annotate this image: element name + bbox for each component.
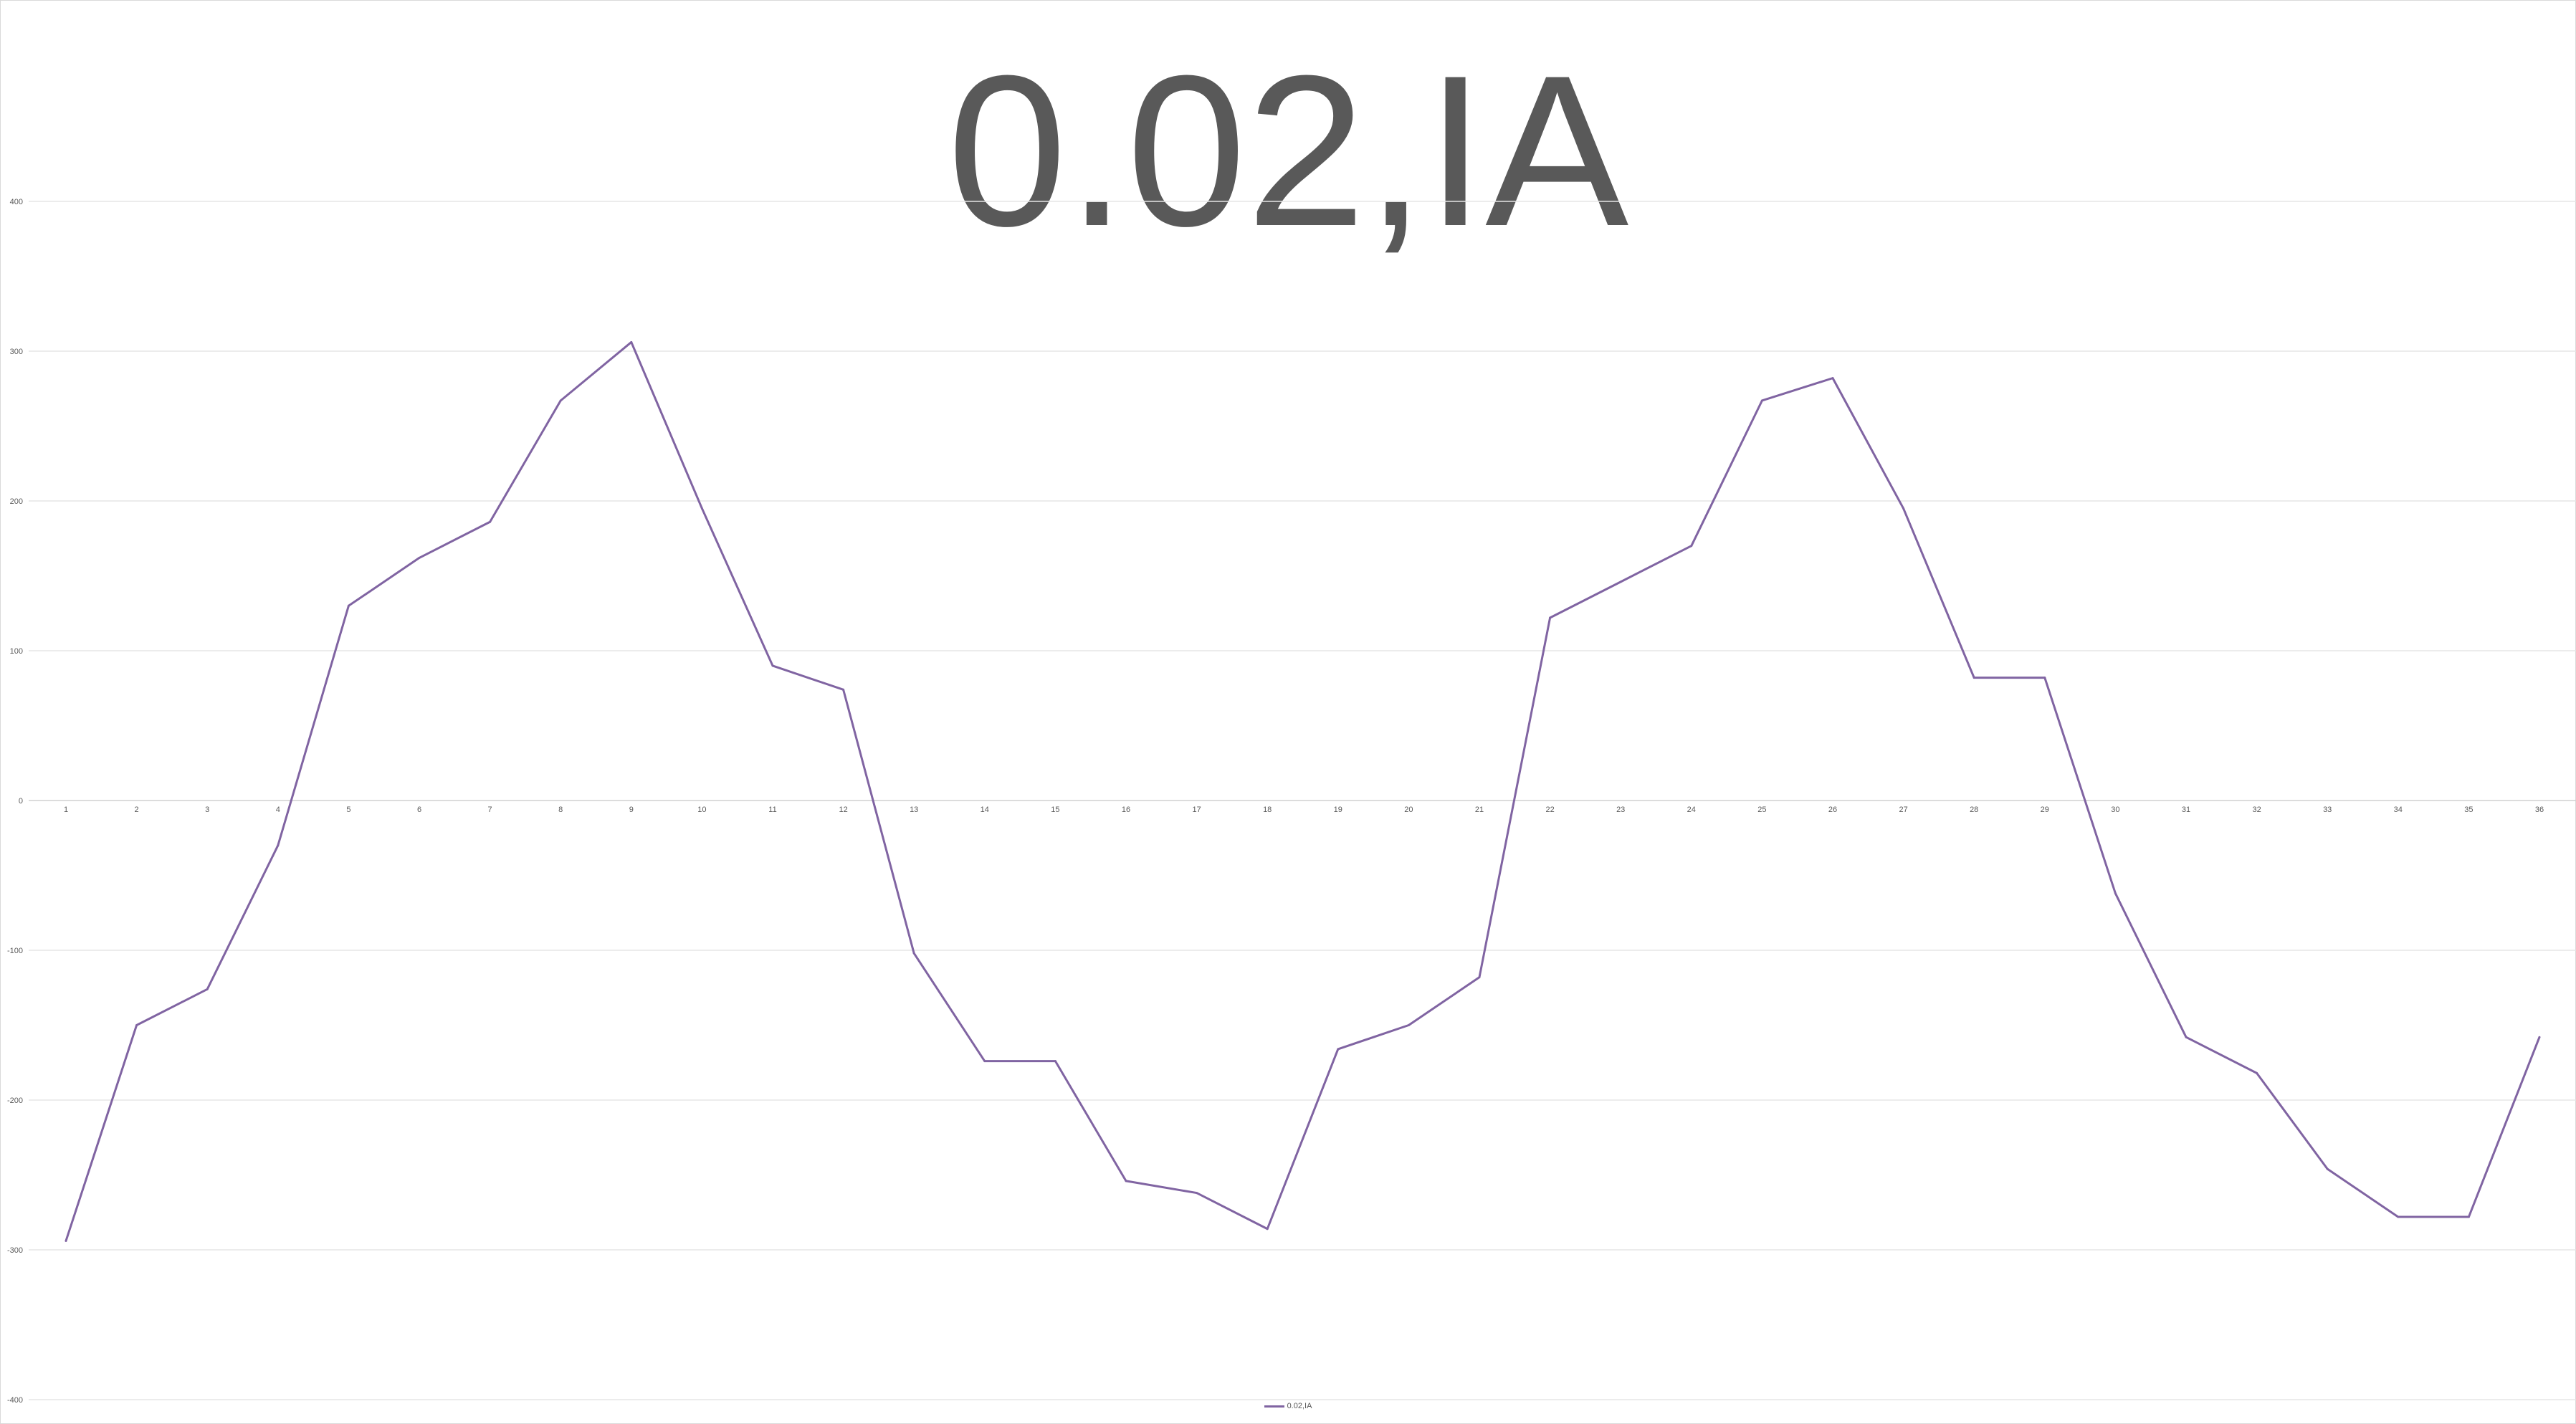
x-tick-label: 30 [2111,806,2119,814]
data-point [2185,1036,2188,1038]
legend-label: 0.02,IA [1287,1402,1312,1410]
y-tick-label: 200 [10,497,23,506]
y-tick-label: -400 [7,1396,23,1405]
series-line [65,340,2541,1241]
x-tick-label: 3 [205,806,209,814]
data-point [983,1060,986,1063]
data-point [771,664,774,667]
x-tick-label: 14 [981,806,989,814]
x-axis: 1 2 3 4 5 6 7 8 9 10 11 12 13 14 15 16 17 18 19 20 21 22 23 24 2… [64,806,2544,814]
x-tick-label: 28 [1970,806,1978,814]
data-point [559,399,562,402]
x-tick-label: 12 [839,806,847,814]
data-point [1831,377,1834,380]
x-tick-label: 2 [135,806,139,814]
data-point [347,604,350,607]
data-point [1125,1180,1127,1182]
x-tick-label: 18 [1263,806,1272,814]
series-layer [65,340,2541,1242]
x-tick-label: 23 [1616,806,1625,814]
data-point [489,520,492,523]
x-tick-label: 16 [1122,806,1130,814]
x-tick-label: 19 [1334,806,1342,814]
y-axis: 400 300 200 100 0 -100 -200 -300 -400 [7,198,23,1405]
x-tick-label: 15 [1051,806,1059,814]
data-point [2043,677,2046,679]
data-point [912,952,915,955]
legend-swatch [1264,1405,1284,1408]
data-point [1690,545,1693,548]
x-tick-label: 32 [2252,806,2261,814]
y-tick-label: -100 [7,947,23,955]
data-point [2467,1215,2470,1218]
x-tick-label: 22 [1545,806,1554,814]
x-tick-label: 11 [768,806,776,814]
x-tick-label: 8 [558,806,563,814]
data-point [1337,1048,1340,1051]
x-tick-label: 29 [2041,806,2049,814]
data-point [630,340,633,343]
data-point [1266,1228,1269,1231]
x-tick-label: 20 [1404,806,1413,814]
x-tick-label: 24 [1687,806,1696,814]
x-tick-label: 35 [2464,806,2473,814]
data-point [2397,1215,2400,1218]
data-point [2326,1167,2329,1170]
x-tick-label: 9 [629,806,634,814]
x-tick-label: 33 [2323,806,2332,814]
data-point [1972,677,1975,679]
data-point [135,1024,138,1026]
y-tick-label: -300 [7,1246,23,1255]
chart-title: 0.02,IA [947,30,1629,271]
data-point [1054,1060,1056,1063]
data-point [2114,892,2117,895]
data-point [1760,399,1763,402]
y-tick-label: 300 [10,348,23,356]
y-tick-label: 400 [10,198,23,206]
x-tick-label: 31 [2182,806,2190,814]
x-tick-label: 6 [417,806,421,814]
y-tick-label: 0 [19,797,23,806]
gridlines [29,201,2576,1400]
x-tick-label: 25 [1757,806,1766,814]
data-point [2256,1071,2258,1074]
data-point [842,688,845,691]
x-tick-label: 21 [1475,806,1484,814]
data-point [1902,507,1905,510]
data-point [1407,1024,1410,1026]
x-tick-label: 1 [64,806,68,814]
data-point [65,1239,67,1242]
x-tick-label: 26 [1828,806,1837,814]
x-tick-label: 4 [276,806,280,814]
data-point [206,988,209,990]
y-tick-label: -200 [7,1096,23,1105]
x-tick-label: 27 [1899,806,1907,814]
y-tick-label: 100 [10,647,23,656]
data-point [1196,1192,1198,1195]
x-tick-label: 10 [697,806,706,814]
data-point [1619,580,1622,583]
x-tick-label: 17 [1192,806,1201,814]
data-point [1478,976,1481,979]
x-tick-label: 36 [2535,806,2544,814]
x-tick-label: 13 [910,806,918,814]
data-point [418,556,421,559]
data-point [277,844,280,847]
data-point [1549,616,1552,619]
data-point [2538,1036,2541,1038]
x-tick-label: 34 [2394,806,2403,814]
x-tick-label: 7 [488,806,492,814]
x-tick-label: 5 [346,806,350,814]
legend: 0.02,IA [0,1402,2576,1410]
data-point [700,507,703,510]
